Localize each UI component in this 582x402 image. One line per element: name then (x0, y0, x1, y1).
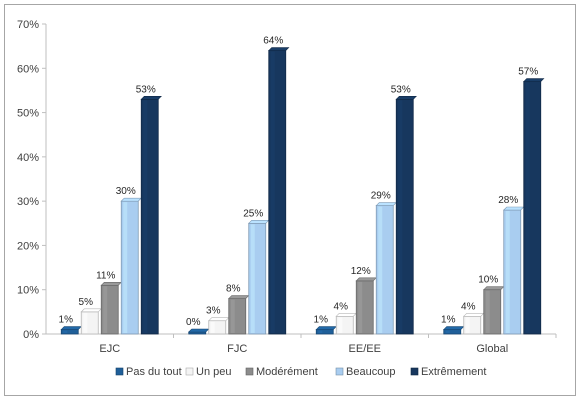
data-label: 1% (59, 315, 74, 326)
bar-top-cap (268, 47, 290, 51)
bar-highlight (250, 224, 255, 333)
bar-highlight (103, 286, 108, 333)
data-label: 25% (243, 208, 263, 219)
bar-highlight (83, 312, 88, 333)
data-label: 8% (226, 284, 241, 295)
data-label: 64% (263, 36, 283, 47)
data-label: 57% (518, 67, 538, 78)
bar-top-cap (140, 95, 162, 100)
data-label: 53% (391, 84, 411, 95)
bar-highlight (63, 330, 68, 333)
data-label: 0% (186, 317, 201, 328)
bar-highlight (230, 299, 235, 333)
data-label: 28% (498, 195, 518, 206)
data-label: 53% (136, 84, 156, 95)
legend-swatch (335, 367, 344, 376)
x-category-label: FJC (227, 343, 247, 355)
bar-highlight (143, 100, 148, 334)
legend-swatch (245, 367, 254, 376)
bar-top-cap (188, 328, 210, 333)
bar-highlight (210, 321, 215, 333)
data-label: 4% (334, 301, 349, 312)
x-category-label: Global (476, 343, 508, 355)
y-tick-label: 0% (23, 329, 39, 341)
bar-highlight (465, 317, 470, 333)
bar-highlight (505, 211, 510, 333)
bar-top-cap (523, 78, 545, 82)
y-tick-label: 10% (17, 285, 39, 297)
bar-top-cap (375, 202, 397, 206)
data-label: 1% (441, 315, 456, 326)
data-label: 5% (79, 297, 94, 308)
y-tick-label: 20% (17, 240, 39, 252)
data-label: 12% (351, 266, 371, 277)
bar-top-cap (100, 281, 122, 286)
legend-swatch (410, 367, 419, 376)
data-label: 30% (116, 186, 136, 197)
bar-top-cap (463, 312, 485, 317)
legend-swatch (115, 367, 124, 376)
legend-label: Beaucoup (346, 366, 396, 378)
y-tick-label: 40% (17, 152, 39, 164)
data-label: 11% (96, 270, 115, 281)
legend-swatch (185, 367, 194, 376)
legend-label: Un peu (196, 366, 231, 378)
bar-highlight (525, 82, 530, 333)
bar-top-cap (355, 277, 377, 282)
bar-top-cap (483, 286, 505, 291)
bar-top-cap (80, 308, 102, 313)
bar-top-cap (248, 219, 270, 224)
bar-highlight (445, 330, 450, 333)
bar-highlight (338, 317, 343, 333)
legend-label: Pas du tout (126, 366, 182, 378)
data-label: 10% (478, 275, 498, 286)
legend-label: Modérément (256, 366, 318, 378)
bar-top-cap (503, 206, 525, 211)
x-category-label: EE/EE (349, 343, 381, 355)
data-label: 3% (206, 306, 221, 317)
bar-top-cap (395, 95, 417, 100)
y-tick-label: 50% (17, 108, 39, 120)
bar-highlight (123, 202, 128, 333)
x-category-label: EJC (99, 343, 120, 355)
data-label: 29% (371, 191, 391, 202)
bar-highlight (378, 206, 383, 333)
bar-top-cap (208, 317, 230, 322)
bar-top-cap (315, 326, 337, 330)
y-tick-label: 60% (17, 63, 39, 75)
legend-label: Extrêmement (421, 366, 486, 378)
data-label: 4% (461, 301, 476, 312)
bar-highlight (358, 281, 363, 333)
bar-highlight (270, 51, 275, 333)
bar-top-cap (335, 312, 357, 317)
y-tick-label: 70% (17, 19, 39, 31)
bar-top-cap (120, 197, 142, 202)
bar-highlight (485, 290, 490, 333)
bar-top-cap (60, 326, 82, 330)
bar-top-cap (228, 295, 250, 299)
bar-highlight (318, 330, 323, 333)
data-label: 1% (314, 315, 329, 326)
bar-highlight (398, 100, 403, 334)
y-tick-label: 30% (17, 196, 39, 208)
bar-top-cap (443, 326, 465, 330)
